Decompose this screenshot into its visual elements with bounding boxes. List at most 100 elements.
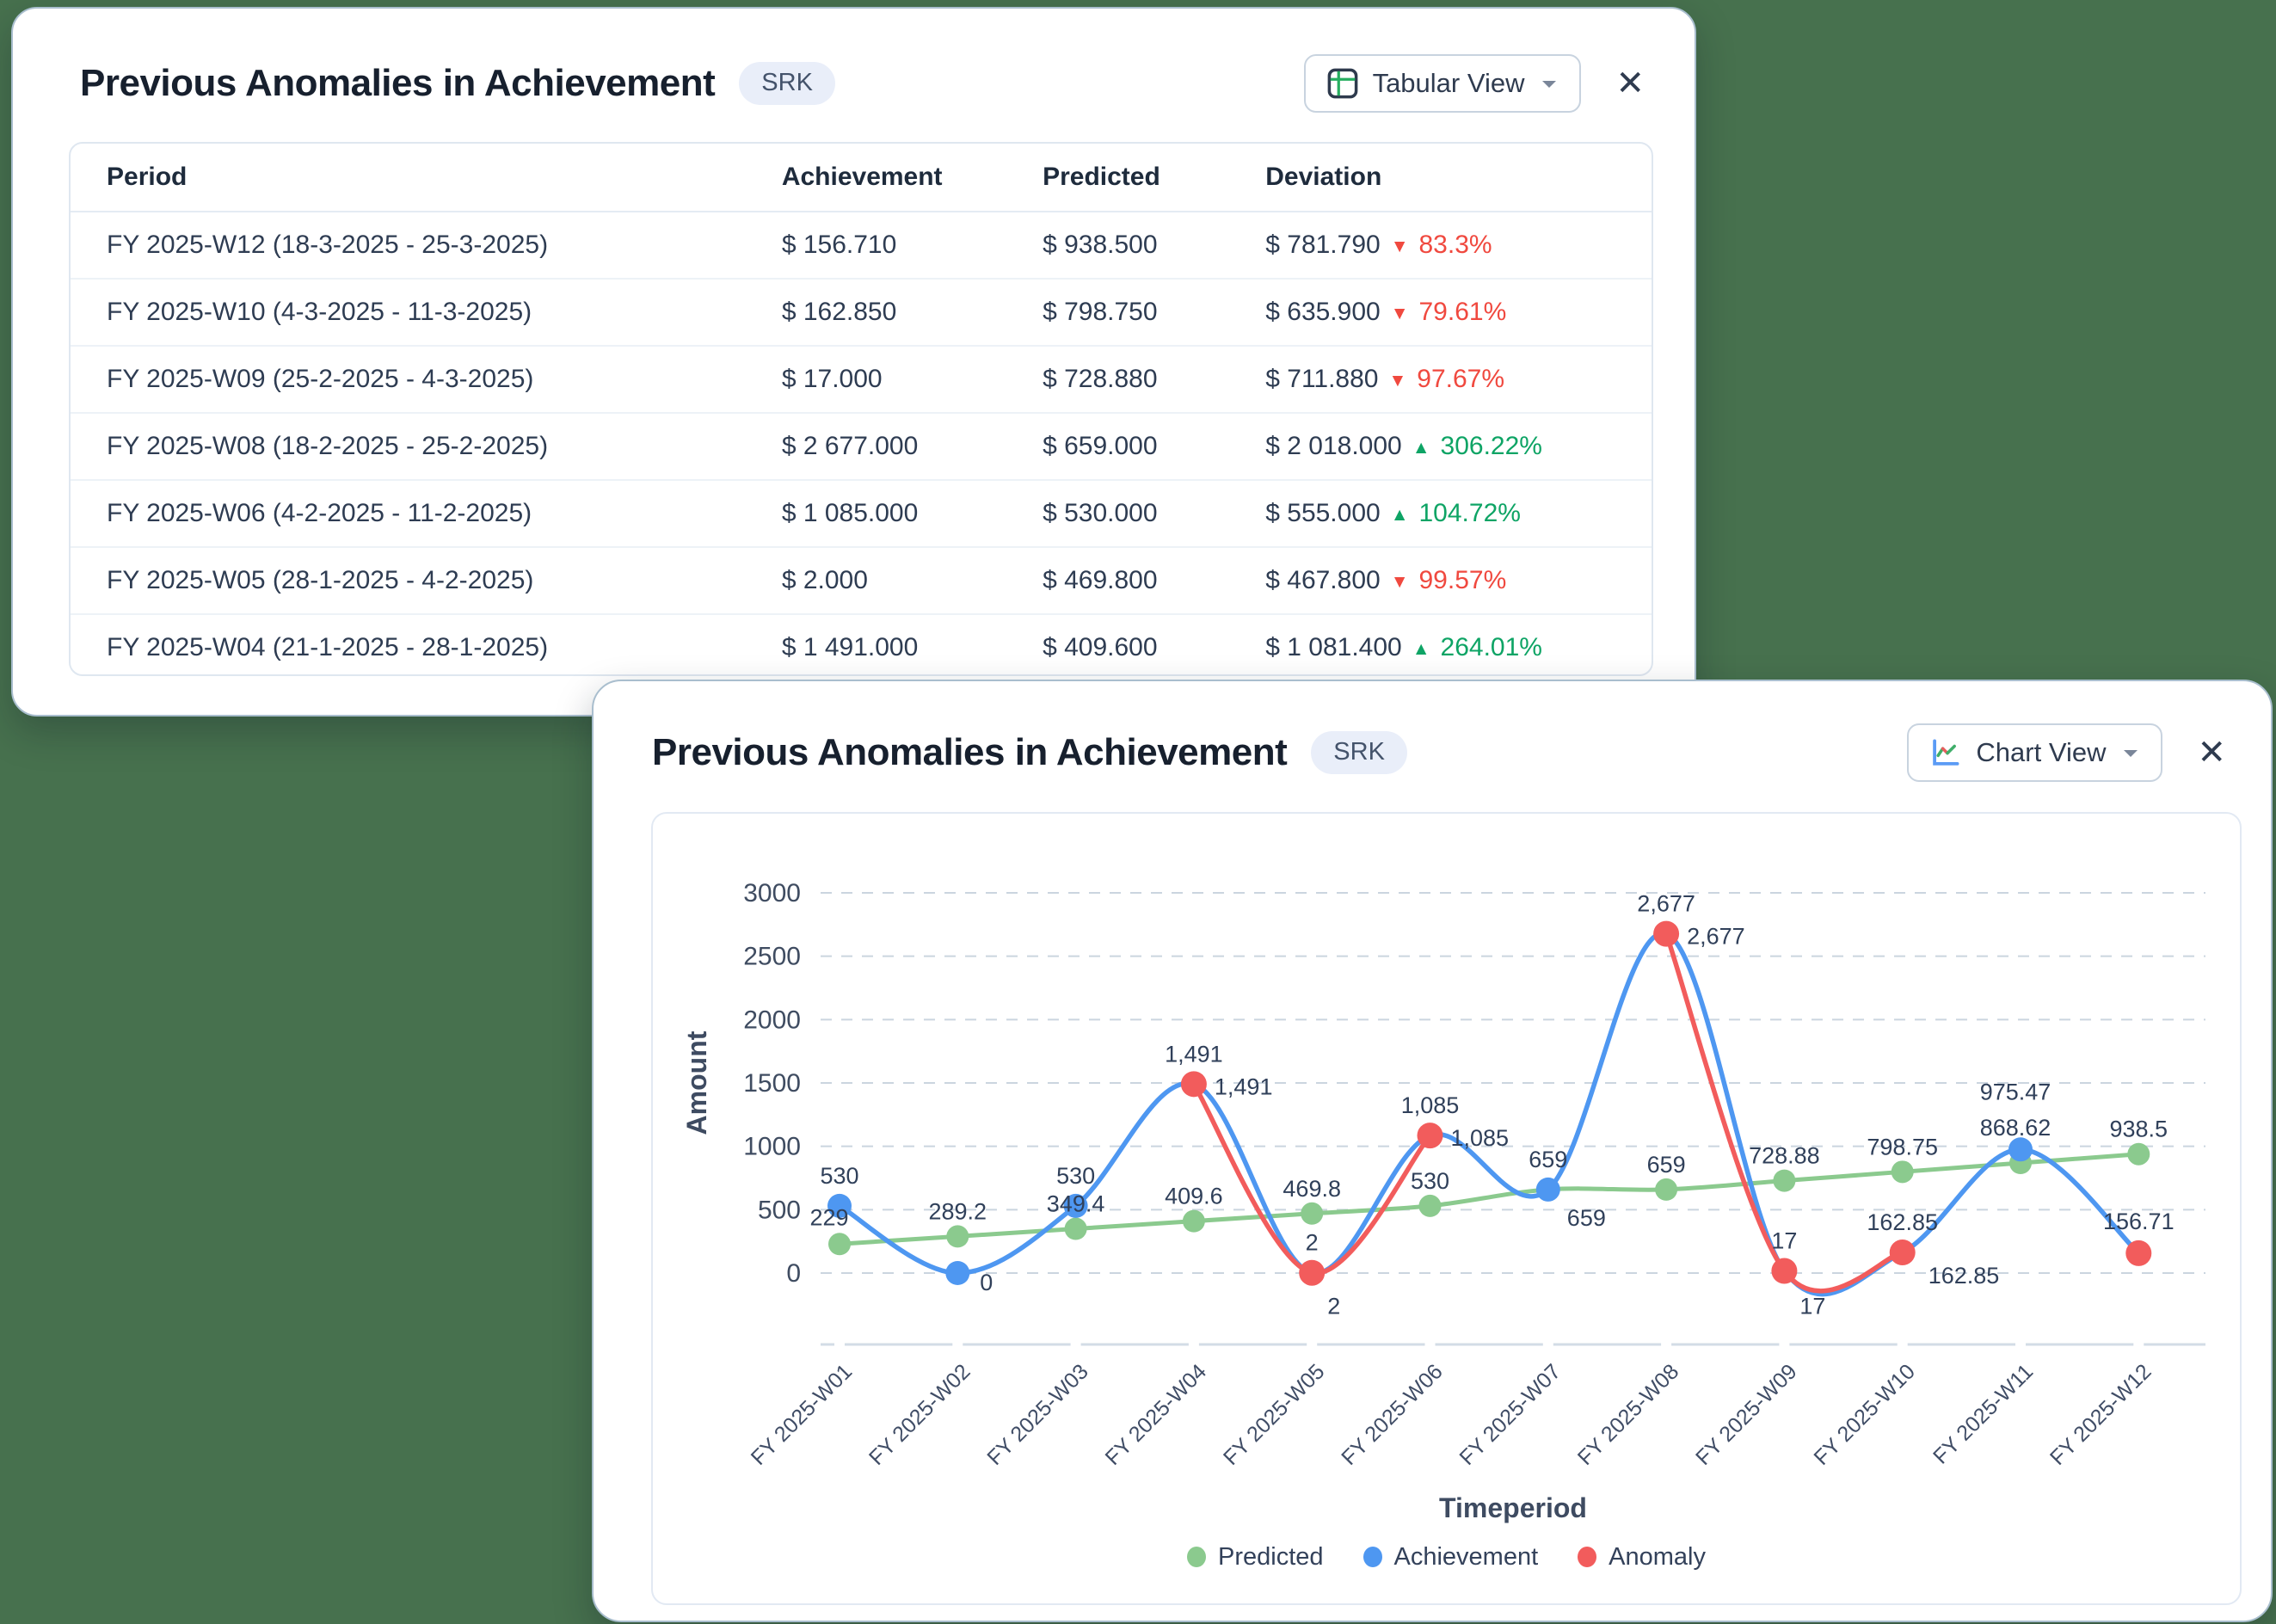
close-icon[interactable]: ✕ [2197,734,2226,772]
legend-item-achievement[interactable]: Achievement [1363,1542,1539,1572]
gridlines: 0 500 1000 1500 2000 2500 3000 [743,879,2205,1288]
predicted-point [1182,1209,1205,1233]
legend-item-predicted[interactable]: Predicted [1187,1543,1324,1572]
data-label: 530 [1411,1168,1449,1194]
deviation-value: $ 711.880 [1265,365,1379,393]
srk-badge: SRK [739,62,835,105]
deviation-value: $ 2 018.000 [1265,432,1402,460]
predicted-point [1773,1169,1796,1192]
chart-view-modal: Previous Anomalies in Achievement SRK Ch… [592,680,2273,1622]
y-tick-label: 2000 [743,1006,801,1034]
x-tick-label: FY 2025-W06 [1337,1359,1448,1470]
achievement-point [1535,1177,1560,1202]
anomaly-point [2125,1240,2152,1266]
y-tick-label: 1500 [743,1069,801,1098]
x-tick-label: FY 2025-W04 [1101,1359,1212,1470]
deviation-value: $ 781.790 [1265,231,1381,259]
data-label: 349.4 [1047,1191,1105,1217]
column-header-achievement: Achievement [781,163,943,191]
page-title: Previous Anomalies in Achievement [652,731,1288,773]
deviation-percent: 79.61% [1418,298,1507,326]
deviation-percent: 99.57% [1418,566,1507,594]
legend-label: Predicted [1218,1542,1324,1571]
y-tick-label: 1000 [743,1133,801,1161]
data-label: 659 [1529,1147,1567,1172]
x-tick-label: FY 2025-W07 [1455,1359,1566,1470]
anomaly-point [1653,920,1680,947]
x-tick-label: FY 2025-W09 [1691,1359,1802,1470]
tabular-modal-header: Previous Anomalies in Achievement SRK Ta… [80,52,1645,115]
data-label: 530 [820,1163,858,1189]
data-label: 156.71 [2103,1209,2175,1234]
period-cell: FY 2025-W09 (25-2-2025 - 4-3-2025) [107,365,534,393]
deviation-percent: 104.72% [1418,499,1521,527]
data-label: 0 [980,1270,993,1295]
x-axis-title: Timeperiod [1439,1492,1587,1523]
period-cell: FY 2025-W04 (21-1-2025 - 28-1-2025) [107,633,549,661]
data-label: 229 [809,1204,848,1230]
anomaly-point [1299,1259,1326,1286]
predicted-point [1655,1178,1678,1201]
legend-dot [1363,1547,1382,1567]
data-label: 1,491 [1215,1073,1273,1099]
predicted-cell: $ 728.880 [1043,365,1158,393]
anomaly-point [1417,1123,1443,1149]
deviation-cell: $ 711.880 ▼ 97.67% [1229,365,1652,394]
predicted-cell: $ 798.750 [1043,298,1158,326]
x-tick-label: FY 2025-W08 [1573,1359,1684,1470]
view-button-label: Chart View [1976,737,2107,767]
page-title: Previous Anomalies in Achievement [80,62,716,104]
column-header-predicted: Predicted [1043,163,1160,191]
period-cell: FY 2025-W12 (18-3-2025 - 25-3-2025) [107,231,549,259]
data-label: 938.5 [2110,1116,2168,1142]
legend-item-anomaly[interactable]: Anomaly [1578,1543,1706,1572]
deviation-cell: $ 781.790 ▼ 83.3% [1229,231,1652,260]
anomaly-point [1771,1258,1798,1284]
data-label: 1,085 [1401,1092,1460,1118]
data-labels: 229 289.2 349.4 409.6 469.8 530 659 659 728.88 79… [809,891,2174,1320]
achievement-cell: $ 1 085.000 [781,499,919,527]
table-icon [1326,67,1359,100]
legend-label: Achievement [1393,1542,1539,1571]
deviation-cell: $ 635.900 ▼ 79.61% [1229,298,1652,327]
x-tick-labels: FY 2025-W01 FY 2025-W02 FY 2025-W03 FY 2025… [747,1359,2156,1470]
series-anomaly [1180,920,2152,1294]
x-tick-label: FY 2025-W12 [2045,1359,2156,1470]
achievement-cell: $ 2 677.000 [781,432,919,460]
y-tick-label: 3000 [743,879,801,907]
deviation-percent: 264.01% [1440,633,1542,661]
x-tick-label: FY 2025-W11 [1928,1359,2038,1468]
deviation-value: $ 555.000 [1265,499,1381,527]
deviation-cell: $ 467.800 ▼ 99.57% [1229,566,1652,595]
predicted-point [828,1233,851,1256]
achievement-cell: $ 17.000 [781,365,883,393]
x-tick-label: FY 2025-W05 [1219,1359,1330,1470]
table-row: FY 2025-W04 (21-1-2025 - 28-1-2025) $ 1 4… [71,615,1652,674]
data-label: 17 [1771,1227,1797,1253]
achievement-cell: $ 2.000 [781,566,868,594]
x-tick-label: FY 2025-W02 [864,1359,975,1470]
tabular-view-dropdown-button[interactable]: Tabular View [1303,54,1582,113]
chart-legend: Predicted Achievement Anomaly [653,1533,2240,1581]
predicted-point [1064,1217,1087,1240]
achievement-point [827,1193,852,1218]
predicted-point [1891,1160,1914,1184]
predicted-cell: $ 409.600 [1043,633,1158,661]
y-tick-label: 500 [758,1196,801,1224]
table-row: FY 2025-W06 (4-2-2025 - 11-2-2025) $ 1 08… [71,481,1652,548]
achievement-cell: $ 156.710 [781,231,897,259]
close-icon[interactable]: ✕ [1615,65,1645,102]
data-label: 2 [1327,1294,1340,1320]
data-label: 2,677 [1637,891,1695,917]
data-label: 2 [1306,1230,1319,1256]
arrow-down-icon: ▼ [1390,236,1409,256]
chart-card: 0 500 1000 1500 2000 2500 3000 FY 2025-W01 FY 20… [651,812,2242,1605]
series-predicted [828,1142,2150,1256]
deviation-value: $ 467.800 [1265,566,1381,594]
view-button-label: Tabular View [1372,68,1525,98]
deviation-cell: $ 2 018.000 ▲ 306.22% [1229,432,1652,461]
chart-view-dropdown-button[interactable]: Chart View [1907,723,2163,782]
predicted-point [2127,1142,2150,1166]
predicted-point [1301,1202,1324,1225]
